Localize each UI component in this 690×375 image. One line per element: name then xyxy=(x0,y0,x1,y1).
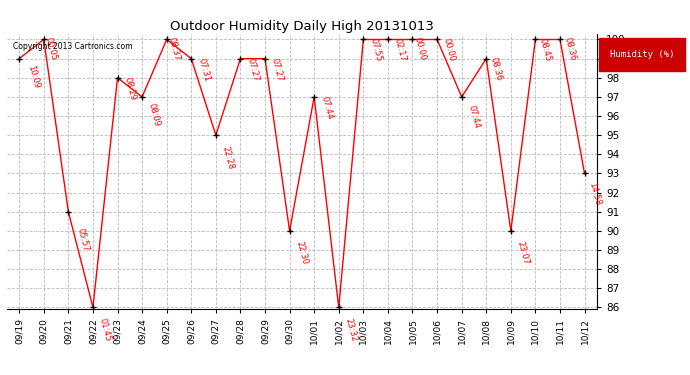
Text: 00:00: 00:00 xyxy=(442,38,457,63)
Text: 08:29: 08:29 xyxy=(122,76,137,101)
Text: 10:09: 10:09 xyxy=(26,64,41,90)
Text: 00:05: 00:05 xyxy=(43,37,59,62)
Text: Copyright 2013 Cartronics.com: Copyright 2013 Cartronics.com xyxy=(13,42,132,51)
Text: 05:57: 05:57 xyxy=(76,227,90,252)
Text: 07:55: 07:55 xyxy=(368,38,383,63)
Text: 23:32: 23:32 xyxy=(344,317,359,342)
Text: 08:09: 08:09 xyxy=(147,103,162,128)
Text: 00:00: 00:00 xyxy=(413,37,427,62)
Text: 08:45: 08:45 xyxy=(538,38,553,63)
Text: 07:44: 07:44 xyxy=(319,95,334,120)
Title: Outdoor Humidity Daily High 20131013: Outdoor Humidity Daily High 20131013 xyxy=(170,20,434,33)
Text: 01:45: 01:45 xyxy=(98,317,112,342)
Text: 07:44: 07:44 xyxy=(466,105,482,130)
Text: 22:28: 22:28 xyxy=(221,145,235,170)
Text: 08:36: 08:36 xyxy=(489,56,504,81)
Text: Humidity (%): Humidity (%) xyxy=(610,50,674,59)
Text: 08:37: 08:37 xyxy=(167,37,181,62)
Text: 07:27: 07:27 xyxy=(246,57,260,82)
Text: 08:36: 08:36 xyxy=(562,37,578,62)
Text: 07:31: 07:31 xyxy=(196,57,211,82)
Text: 14:58: 14:58 xyxy=(587,181,602,207)
Text: 07:27: 07:27 xyxy=(270,57,285,82)
Text: 22:30: 22:30 xyxy=(295,240,309,266)
Text: 02:17: 02:17 xyxy=(393,38,408,63)
Text: 23:07: 23:07 xyxy=(515,240,531,266)
